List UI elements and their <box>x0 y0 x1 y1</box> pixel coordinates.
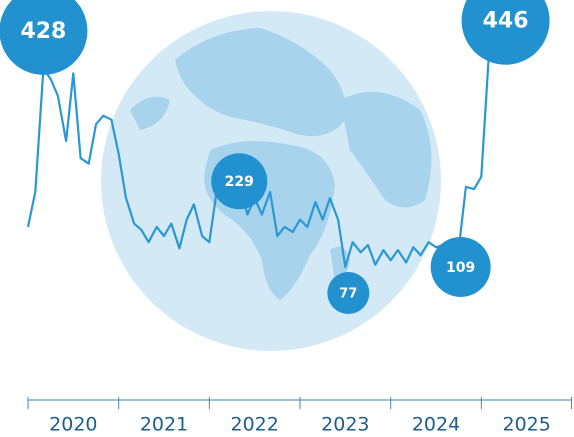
x-tick-label: 2021 <box>140 414 188 436</box>
x-tick-label: 2024 <box>412 414 460 436</box>
callout-label: 229 <box>225 174 254 190</box>
callout-label: 77 <box>339 287 357 302</box>
callout-bubble <box>327 272 370 315</box>
callout-label: 109 <box>446 260 475 276</box>
callout-bubble <box>461 0 550 65</box>
line <box>26 58 490 269</box>
x-tick-label: 2025 <box>502 414 550 436</box>
callout-label: 428 <box>20 19 66 44</box>
globe <box>101 11 441 351</box>
callout-label: 446 <box>483 9 529 34</box>
x-tick-label: 2020 <box>49 414 97 436</box>
callout-bubble <box>0 0 88 75</box>
callout-bubble <box>430 236 491 297</box>
x-tick-label: 2022 <box>230 414 278 436</box>
x-tick-label: 2023 <box>321 414 369 436</box>
callout-bubble <box>211 153 268 210</box>
